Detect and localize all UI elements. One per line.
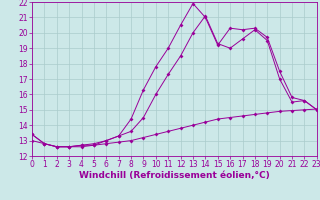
X-axis label: Windchill (Refroidissement éolien,°C): Windchill (Refroidissement éolien,°C) — [79, 171, 270, 180]
